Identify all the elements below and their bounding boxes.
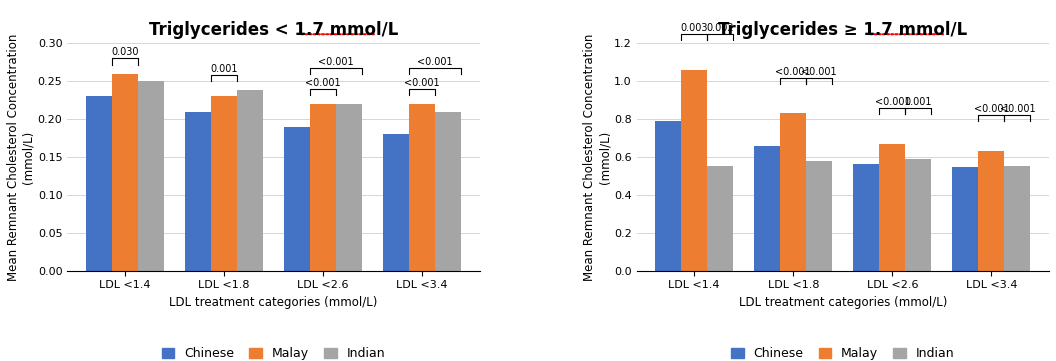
Bar xyxy=(708,166,733,271)
Text: <0.001: <0.001 xyxy=(417,57,453,67)
Bar xyxy=(806,161,832,271)
Bar xyxy=(780,113,806,271)
Y-axis label: Mean Remnant Cholesterol Concentration
(mmol/L): Mean Remnant Cholesterol Concentration (… xyxy=(7,33,35,281)
Y-axis label: Mean Remnant Cholesterol Concentration
(mmol/L): Mean Remnant Cholesterol Concentration (… xyxy=(583,33,611,281)
Bar xyxy=(138,81,164,271)
Text: <0.001: <0.001 xyxy=(404,78,440,88)
Bar xyxy=(1004,166,1031,271)
Text: 0.001: 0.001 xyxy=(905,97,932,107)
Bar xyxy=(211,96,237,271)
Legend: Chinese, Malay, Indian: Chinese, Malay, Indian xyxy=(162,347,385,360)
Text: 0.030: 0.030 xyxy=(111,47,138,57)
X-axis label: LDL treatment categories (mmol/L): LDL treatment categories (mmol/L) xyxy=(738,296,947,309)
Bar xyxy=(185,112,211,271)
Text: 0.001: 0.001 xyxy=(210,64,238,74)
Bar xyxy=(284,127,310,271)
Text: <0.001: <0.001 xyxy=(974,104,1010,114)
Bar xyxy=(383,134,409,271)
Text: <0.001: <0.001 xyxy=(318,57,354,67)
Bar xyxy=(310,104,336,271)
Bar xyxy=(905,159,931,271)
Bar xyxy=(112,74,138,271)
Text: <0.001: <0.001 xyxy=(1000,104,1035,114)
Bar xyxy=(336,104,362,271)
Text: <0.001: <0.001 xyxy=(802,66,837,77)
Bar xyxy=(953,168,979,271)
Bar xyxy=(754,145,780,271)
Bar xyxy=(681,70,708,271)
Bar xyxy=(979,151,1004,271)
Text: <0.001: <0.001 xyxy=(874,97,910,107)
Text: <0.001: <0.001 xyxy=(775,66,811,77)
Legend: Chinese, Malay, Indian: Chinese, Malay, Indian xyxy=(731,347,955,360)
Text: 0.002: 0.002 xyxy=(706,23,734,33)
Bar xyxy=(237,90,263,271)
Text: <0.001: <0.001 xyxy=(305,78,341,88)
Title: Triglycerides < 1.7 mmol/L: Triglycerides < 1.7 mmol/L xyxy=(149,21,398,39)
Text: 0.003: 0.003 xyxy=(680,23,708,33)
Bar xyxy=(853,164,880,271)
X-axis label: LDL treatment categories (mmol/L): LDL treatment categories (mmol/L) xyxy=(169,296,378,309)
Bar xyxy=(880,144,905,271)
Bar xyxy=(87,96,112,271)
Bar xyxy=(435,112,461,271)
Title: Triglycerides ≥ 1.7 mmol/L: Triglycerides ≥ 1.7 mmol/L xyxy=(718,21,967,39)
Bar xyxy=(409,104,435,271)
Bar xyxy=(656,121,681,271)
